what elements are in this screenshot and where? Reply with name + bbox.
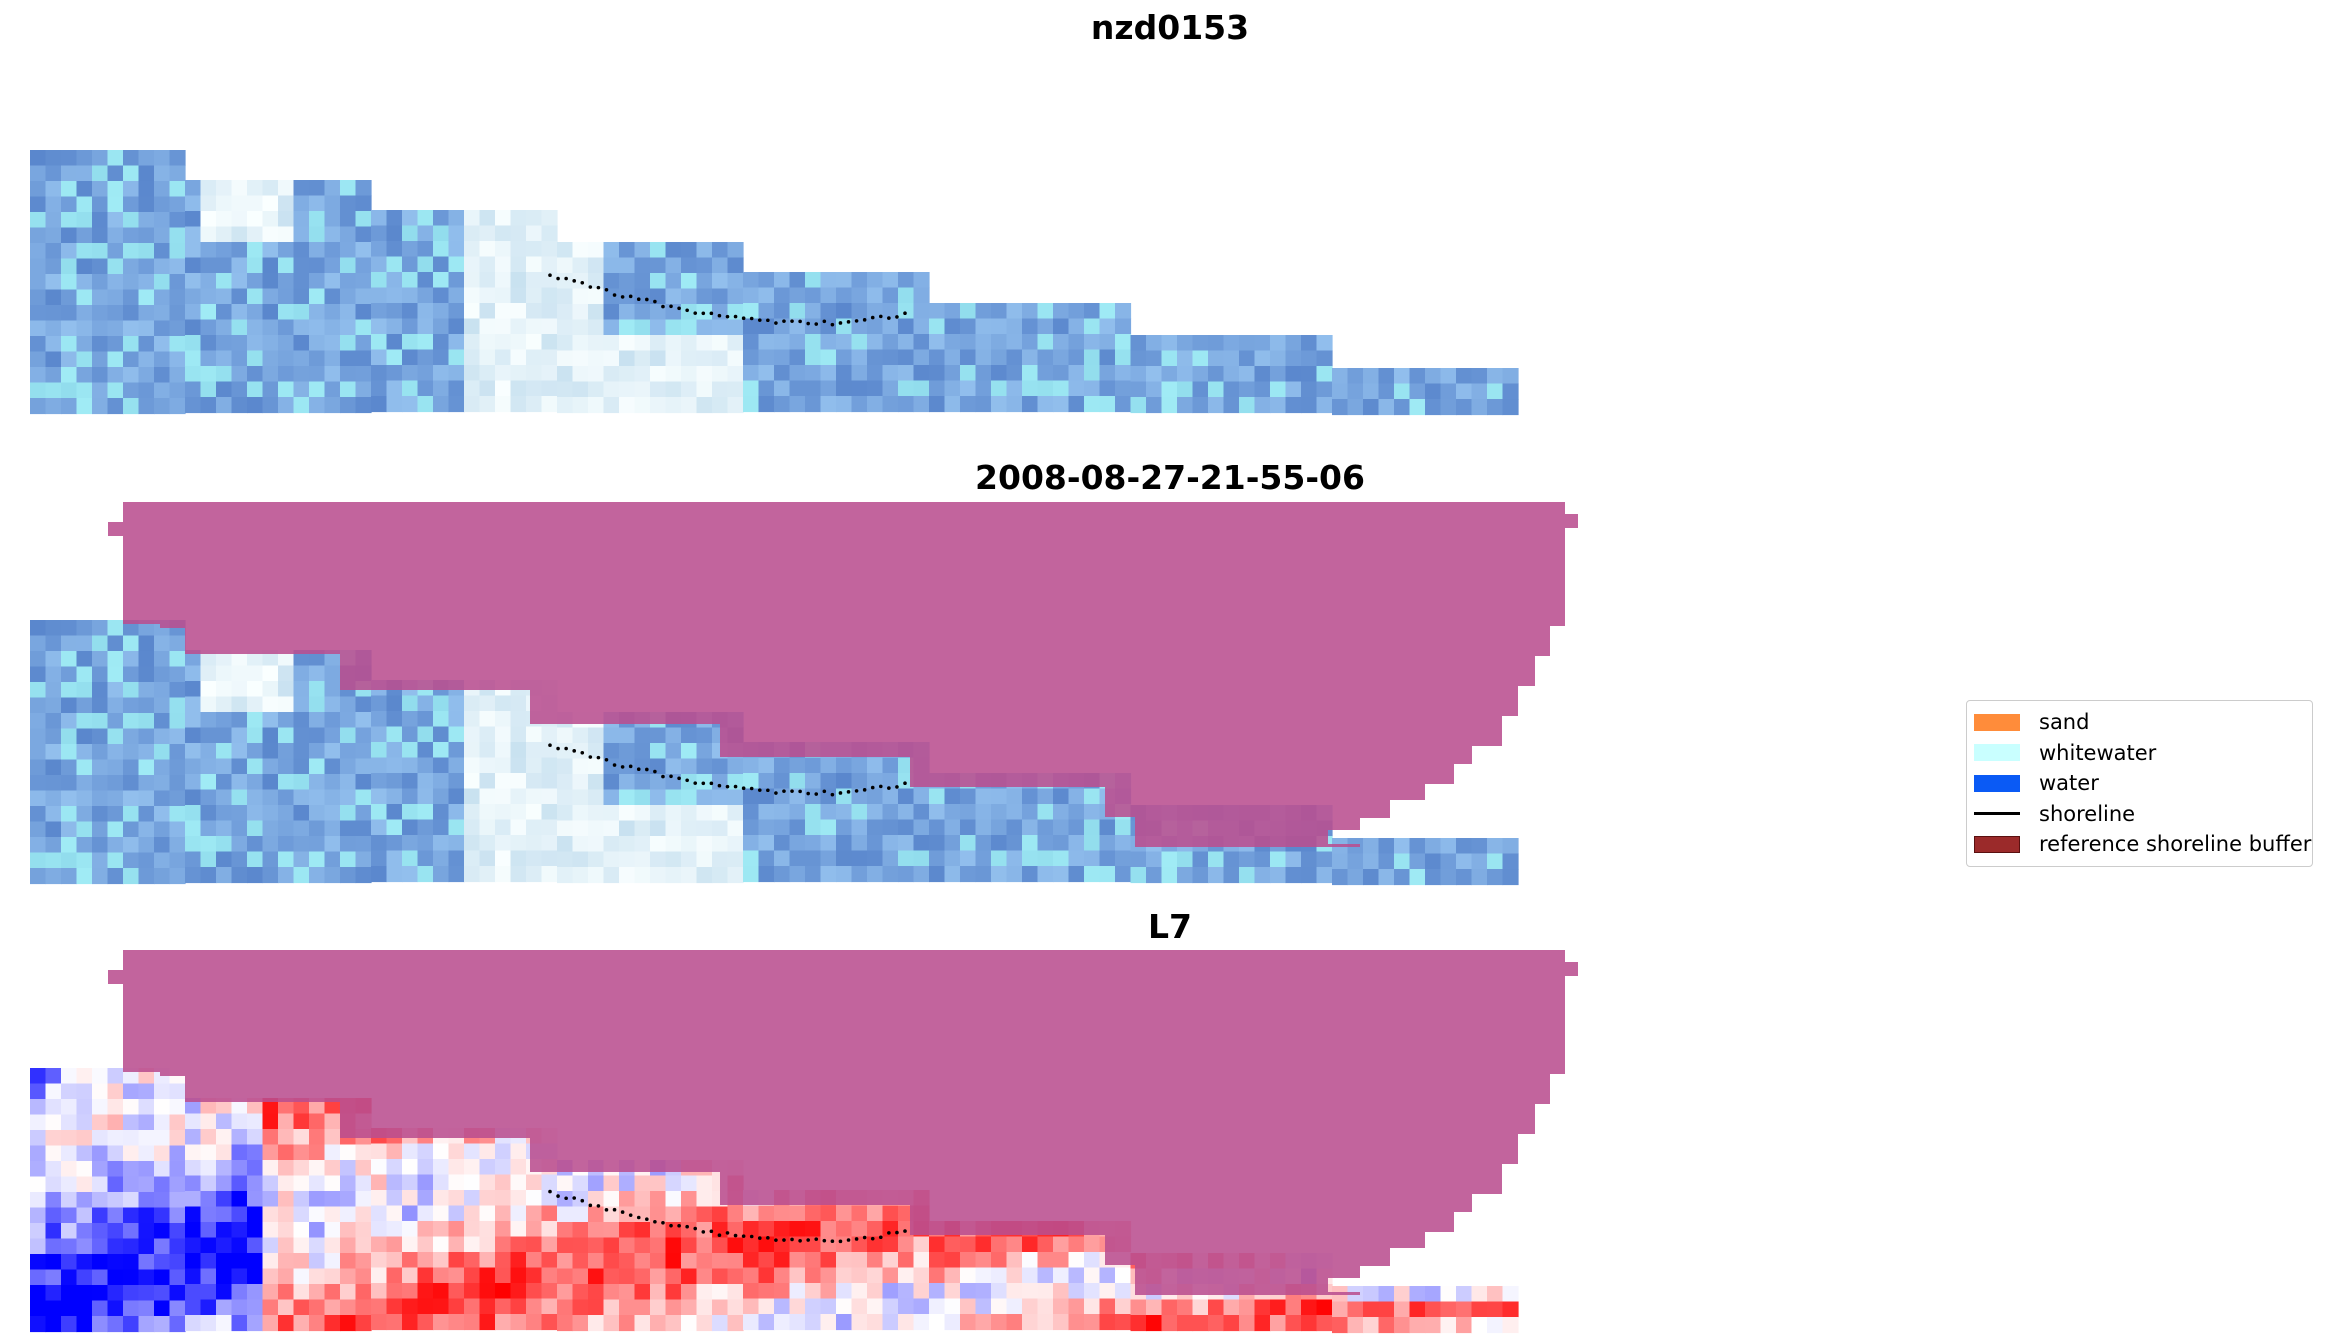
reference-shoreline-buffer <box>108 502 1578 847</box>
shoreline-points <box>548 273 907 327</box>
classified-image <box>30 502 1578 886</box>
legend-label-shoreline: shoreline <box>2039 801 2136 826</box>
shoreline-points <box>548 743 907 797</box>
legend-item-water: water <box>1967 768 2312 799</box>
legend-label-whitewater: whitewater <box>2039 740 2157 765</box>
index-image-panel <box>30 918 1585 1338</box>
rgb-image <box>30 150 1519 416</box>
rgb-image-panel <box>30 20 1585 440</box>
legend-label-water: water <box>2039 771 2099 796</box>
legend-item-whitewater: whitewater <box>1967 738 2312 769</box>
sand-swatch <box>1974 713 2020 731</box>
legend-item-shoreline: shoreline <box>1967 799 2312 830</box>
legend-item-sand: sand <box>1967 707 2312 738</box>
shoreline-line-swatch <box>1974 812 2020 816</box>
reference-shoreline-buffer <box>108 950 1578 1295</box>
buffer-swatch <box>1974 835 2020 853</box>
pixel-grid <box>30 1068 1519 1334</box>
image-title-satellite: L7 <box>1148 907 1192 946</box>
image-title-date: 2008-08-27-21-55-06 <box>975 458 1365 497</box>
legend: sand whitewater water shoreline referenc… <box>1966 700 2313 867</box>
legend-item-buffer: reference shoreline buffer <box>1967 829 2312 860</box>
image-title-site: nzd0153 <box>1090 8 1250 47</box>
shoreline-points <box>548 1189 907 1244</box>
legend-label-buffer: reference shoreline buffer <box>2039 832 2312 857</box>
legend-label-sand: sand <box>2039 710 2090 735</box>
pixel-grid <box>30 150 1519 416</box>
whitewater-swatch <box>1974 744 2020 762</box>
mndwi-image <box>30 950 1578 1334</box>
classified-image-panel <box>30 470 1585 890</box>
water-swatch <box>1974 774 2020 792</box>
